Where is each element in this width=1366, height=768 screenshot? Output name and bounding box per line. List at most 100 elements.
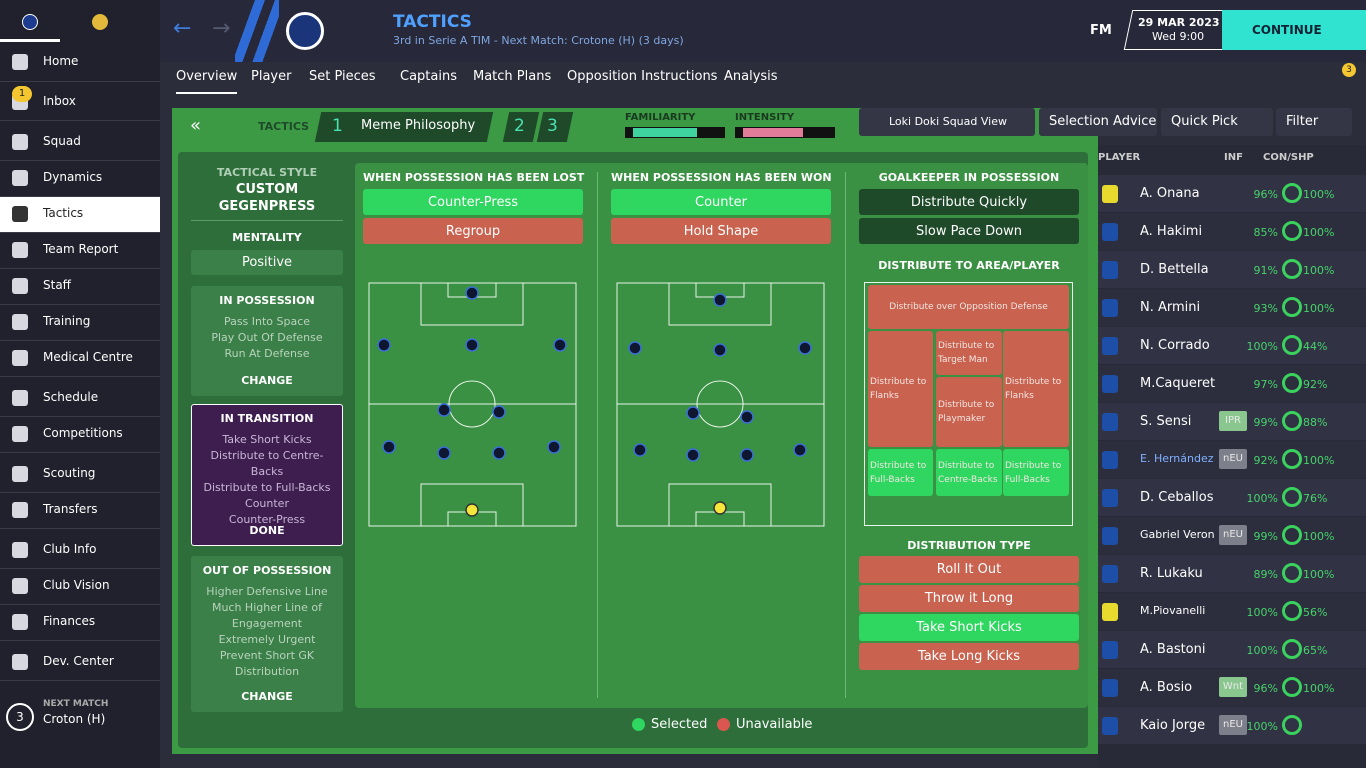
nav-item[interactable]: Training bbox=[43, 314, 91, 328]
shirt bbox=[1102, 185, 1118, 203]
row[interactable] bbox=[1098, 251, 1366, 288]
nav-divider bbox=[0, 568, 160, 569]
toolbar-btn[interactable]: Quick Pick bbox=[1161, 108, 1273, 136]
area-btn[interactable]: Distribute to Centre-Backs bbox=[936, 449, 1002, 496]
row[interactable] bbox=[1098, 289, 1366, 326]
area-btn[interactable]: Distribute over Opposition Defense bbox=[868, 285, 1069, 329]
nav-icon bbox=[12, 54, 28, 70]
area-btn[interactable]: Distribute to Flanks bbox=[868, 331, 933, 447]
nav-item[interactable]: Medical Centre bbox=[43, 350, 133, 364]
player-name: A. Bosio bbox=[1140, 680, 1193, 695]
tab[interactable]: Match Plans bbox=[473, 69, 552, 84]
card-item: Higher Defensive Line bbox=[206, 585, 328, 598]
row[interactable] bbox=[1098, 175, 1366, 212]
player-dot bbox=[465, 286, 479, 300]
player-dot bbox=[686, 406, 700, 420]
nav-item[interactable]: Competitions bbox=[43, 426, 123, 440]
option-btn[interactable]: Counter bbox=[611, 189, 831, 215]
area-btn[interactable]: Distribute to Full-Backs bbox=[868, 449, 933, 496]
row[interactable] bbox=[1098, 327, 1366, 364]
nav-icon bbox=[12, 170, 28, 186]
card-item: Take Short Kicks bbox=[222, 433, 312, 446]
nav-item[interactable]: Squad bbox=[43, 134, 81, 148]
tab[interactable]: Captains bbox=[400, 69, 457, 84]
back-arrow[interactable]: ← bbox=[173, 16, 192, 41]
row[interactable] bbox=[1098, 593, 1366, 630]
player-name: Kaio Jorge bbox=[1140, 718, 1206, 733]
tab[interactable]: Player bbox=[251, 69, 292, 84]
nav-item[interactable]: Finances bbox=[43, 614, 96, 628]
header-stripes bbox=[235, 0, 279, 62]
row[interactable] bbox=[1098, 631, 1366, 668]
nav-item[interactable]: Transfers bbox=[43, 502, 98, 516]
card-action[interactable]: CHANGE bbox=[241, 374, 293, 387]
type-btn[interactable]: Take Long Kicks bbox=[859, 643, 1079, 670]
nav-item[interactable]: Dynamics bbox=[43, 170, 103, 184]
row[interactable] bbox=[1098, 213, 1366, 250]
notification-badge: 3 bbox=[1342, 63, 1356, 77]
nav-item[interactable]: Club Vision bbox=[43, 578, 110, 592]
nav-item[interactable]: Schedule bbox=[43, 390, 99, 404]
mentality-select[interactable]: Positive bbox=[191, 250, 343, 275]
nav-item[interactable]: Tactics bbox=[43, 206, 84, 220]
player-name: N. Corrado bbox=[1140, 338, 1210, 353]
shirt bbox=[1102, 679, 1118, 697]
shirt bbox=[1102, 489, 1118, 507]
tab[interactable]: Analysis bbox=[724, 69, 778, 84]
type-btn[interactable]: Throw it Long bbox=[859, 585, 1079, 612]
area-btn[interactable]: Distribute to Playmaker bbox=[936, 377, 1002, 447]
option-btn[interactable]: Regroup bbox=[363, 218, 583, 244]
area-btn[interactable]: Distribute to Target Man bbox=[936, 331, 1002, 375]
slot[interactable]: 1 bbox=[332, 116, 343, 136]
option-btn[interactable]: Counter-Press bbox=[363, 189, 583, 215]
next-match-label: NEXT MATCH bbox=[43, 699, 109, 709]
nav-item[interactable]: Staff bbox=[43, 278, 71, 292]
player-name: A. Onana bbox=[1140, 186, 1200, 201]
option-btn[interactable]: Slow Pace Down bbox=[859, 218, 1079, 244]
sharpness: 100% bbox=[1303, 682, 1335, 695]
type-btn[interactable]: Roll It Out bbox=[859, 556, 1079, 583]
tab[interactable]: Overview bbox=[176, 69, 238, 94]
sharpness-ring bbox=[1282, 297, 1302, 317]
condition: 96% bbox=[1253, 188, 1278, 201]
tab[interactable]: Set Pieces bbox=[309, 69, 376, 84]
area-btn[interactable]: Distribute to Flanks bbox=[1003, 331, 1069, 447]
nav-divider bbox=[0, 120, 160, 121]
toolbar-btn[interactable]: Loki Doki Squad View bbox=[859, 108, 1035, 136]
nav-item[interactable]: Scouting bbox=[43, 466, 96, 480]
col-divider bbox=[845, 172, 846, 698]
tab[interactable]: Opposition Instructions bbox=[567, 69, 718, 84]
nav-divider bbox=[0, 268, 160, 269]
tactic-name[interactable]: Meme Philosophy bbox=[361, 118, 476, 133]
row[interactable] bbox=[1098, 479, 1366, 516]
shirt bbox=[1102, 223, 1118, 241]
fwd-arrow[interactable]: → bbox=[212, 16, 231, 41]
nav-item[interactable]: Team Report bbox=[43, 242, 119, 256]
nav-item[interactable]: Home bbox=[43, 54, 79, 68]
toolbar-btn[interactable]: Filter bbox=[1276, 108, 1352, 136]
option-btn[interactable]: Distribute Quickly bbox=[859, 189, 1079, 215]
toolbar-btn[interactable]: Selection Advice bbox=[1039, 108, 1157, 136]
row[interactable] bbox=[1098, 365, 1366, 402]
nav-item[interactable]: Dev. Center bbox=[43, 654, 114, 668]
option-btn[interactable]: Hold Shape bbox=[611, 218, 831, 244]
player-dot bbox=[686, 448, 700, 462]
row[interactable] bbox=[1098, 555, 1366, 592]
collapse[interactable]: « bbox=[190, 115, 202, 136]
type-btn[interactable]: Take Short Kicks bbox=[859, 614, 1079, 641]
slot[interactable]: 2 bbox=[514, 116, 525, 136]
condition: 89% bbox=[1253, 568, 1278, 581]
continue-btn[interactable]: CONTINUE bbox=[1222, 10, 1366, 50]
card-action[interactable]: CHANGE bbox=[241, 690, 293, 703]
card-action[interactable]: DONE bbox=[249, 524, 285, 537]
area-btn[interactable]: Distribute to Full-Backs bbox=[1003, 449, 1069, 496]
player-dot bbox=[713, 343, 727, 357]
player-dot bbox=[437, 446, 451, 460]
nav-item[interactable]: Club Info bbox=[43, 542, 97, 556]
sharpness-ring bbox=[1282, 335, 1302, 355]
nav-item[interactable]: Inbox bbox=[43, 94, 76, 108]
subtitle: 3rd in Serie A TIM - Next Match: Crotone… bbox=[393, 34, 684, 47]
player-dot bbox=[628, 341, 642, 355]
player-name: E. Hernández bbox=[1140, 452, 1214, 465]
slot[interactable]: 3 bbox=[547, 116, 558, 136]
